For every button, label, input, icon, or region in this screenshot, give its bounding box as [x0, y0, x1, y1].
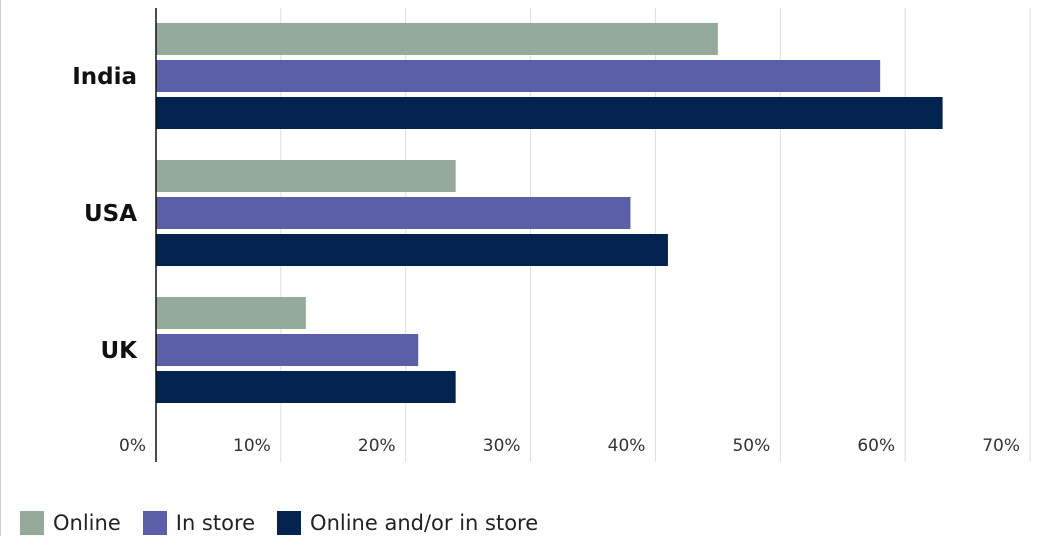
legend-swatch-online — [20, 511, 44, 535]
frame-left-border — [0, 0, 1, 536]
x-tick-label: 50% — [732, 436, 770, 456]
bar-uk-online — [156, 297, 306, 329]
x-tick-label: 60% — [857, 436, 895, 456]
legend: Online In store Online and/or in store — [20, 509, 560, 536]
x-tick-label: 40% — [608, 436, 646, 456]
bar-india-online — [156, 23, 718, 55]
legend-swatch-online-or-in-store — [277, 511, 302, 535]
bars — [156, 23, 943, 403]
bar-uk-online-and-or-in-store — [156, 371, 456, 403]
category-labels: India USA UK — [72, 64, 138, 364]
legend-swatch-in-store — [142, 511, 167, 535]
x-tick-label: 20% — [358, 436, 396, 456]
legend-item-in-store: In store — [142, 511, 256, 535]
x-tick-label: 10% — [233, 436, 271, 456]
legend-label-online: Online — [53, 511, 121, 535]
bar-usa-in-store — [156, 197, 631, 229]
legend-label-in-store: In store — [175, 511, 256, 535]
x-tick-labels: 0% 10% 20% 30% 40% 50% 60% 70% — [119, 436, 1020, 456]
category-label: USA — [84, 201, 137, 227]
x-tick-label: 30% — [483, 436, 521, 456]
x-tick-label: 0% — [119, 436, 146, 456]
x-tick-label: 70% — [982, 436, 1020, 456]
bar-usa-online-and-or-in-store — [156, 234, 668, 266]
bar-india-in-store — [156, 60, 881, 92]
bar-uk-in-store — [156, 334, 419, 366]
legend-item-online: Online — [20, 511, 121, 535]
bar-india-online-and-or-in-store — [156, 97, 943, 129]
category-label: India — [72, 64, 137, 90]
legend-label-online-or-in-store: Online and/or in store — [310, 511, 539, 535]
legend-item-online-or-in-store: Online and/or in store — [277, 511, 538, 535]
bar-usa-online — [156, 160, 456, 192]
category-label: UK — [101, 338, 139, 364]
